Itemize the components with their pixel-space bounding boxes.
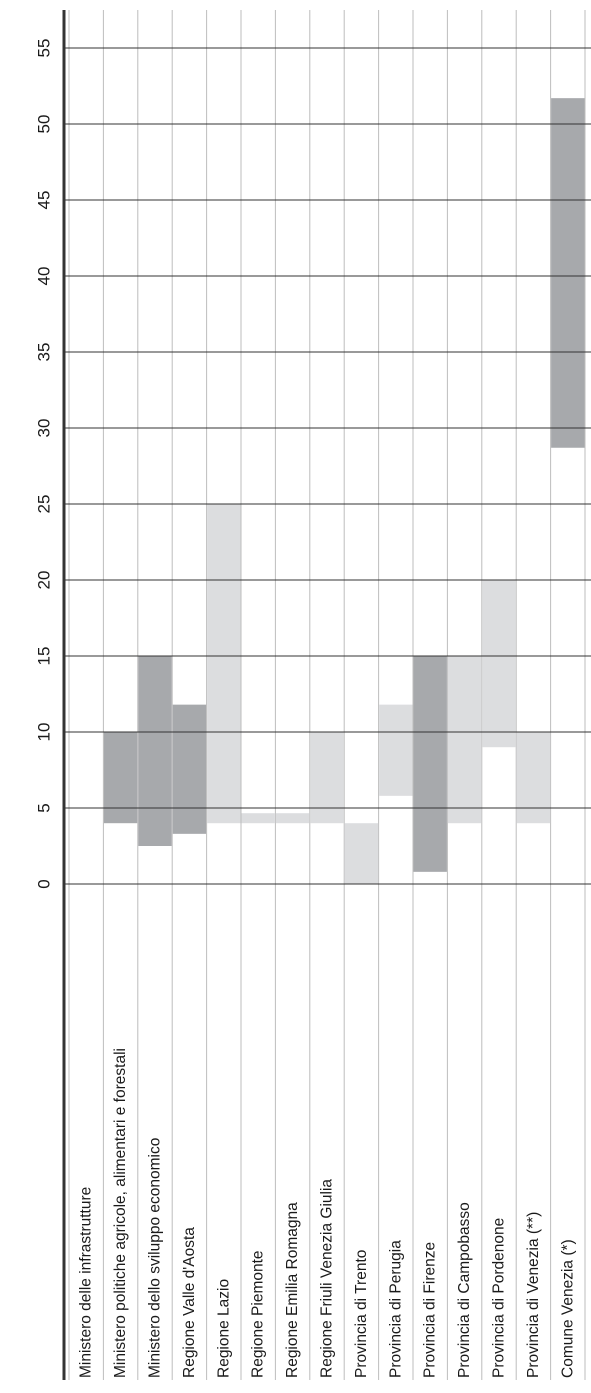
bar: [138, 656, 172, 846]
category-label: Provincia di Pordenone: [491, 1218, 508, 1378]
bar: [516, 732, 551, 824]
tick-label: 45: [35, 191, 54, 210]
bar: [379, 704, 413, 796]
bar: [172, 704, 207, 834]
bar: [447, 656, 482, 824]
bar: [207, 504, 241, 824]
tick-label: 35: [35, 343, 54, 362]
bar: [241, 813, 275, 824]
category-label: Ministero dello sviluppo economico: [147, 1138, 164, 1378]
tick-label: 20: [35, 571, 54, 590]
category-label: Provincia di Firenze: [422, 1242, 439, 1378]
bar: [344, 823, 379, 884]
tick-label: 40: [35, 267, 54, 286]
tick-label: 10: [35, 723, 54, 742]
category-label: Provincia di Venezia (**): [525, 1212, 542, 1378]
bar: [413, 656, 447, 872]
tick-label: 50: [35, 115, 54, 134]
bar: [310, 732, 344, 824]
category-label: Regione Valle d'Aosta: [181, 1227, 198, 1378]
category-label: Regione Piemonte: [250, 1250, 267, 1378]
tick-label: 15: [35, 647, 54, 666]
tick-label: 30: [35, 419, 54, 438]
tick-label: 5: [35, 803, 54, 812]
category-label: Regione Lazio: [215, 1279, 232, 1378]
bar: [275, 813, 310, 824]
bar: [482, 580, 516, 748]
tick-label: 0: [35, 879, 54, 888]
category-label: Provincia di Campobasso: [456, 1202, 473, 1378]
category-label: Provincia di Trento: [353, 1250, 370, 1378]
category-label: Provincia di Perugia: [387, 1240, 404, 1378]
tick-label: 25: [35, 495, 54, 514]
category-label: Comune Venezia (*): [559, 1239, 576, 1378]
tick-label: 55: [35, 39, 54, 58]
bar: [103, 732, 138, 824]
category-label: Regione Friuli Venezia Giulia: [319, 1179, 336, 1378]
category-label: Regione Emilia Romagna: [284, 1202, 301, 1378]
category-label: Ministero delle infrastrutture: [78, 1187, 95, 1378]
category-label: Ministero politiche agricole, alimentari…: [112, 1048, 129, 1378]
bar: [551, 98, 585, 448]
